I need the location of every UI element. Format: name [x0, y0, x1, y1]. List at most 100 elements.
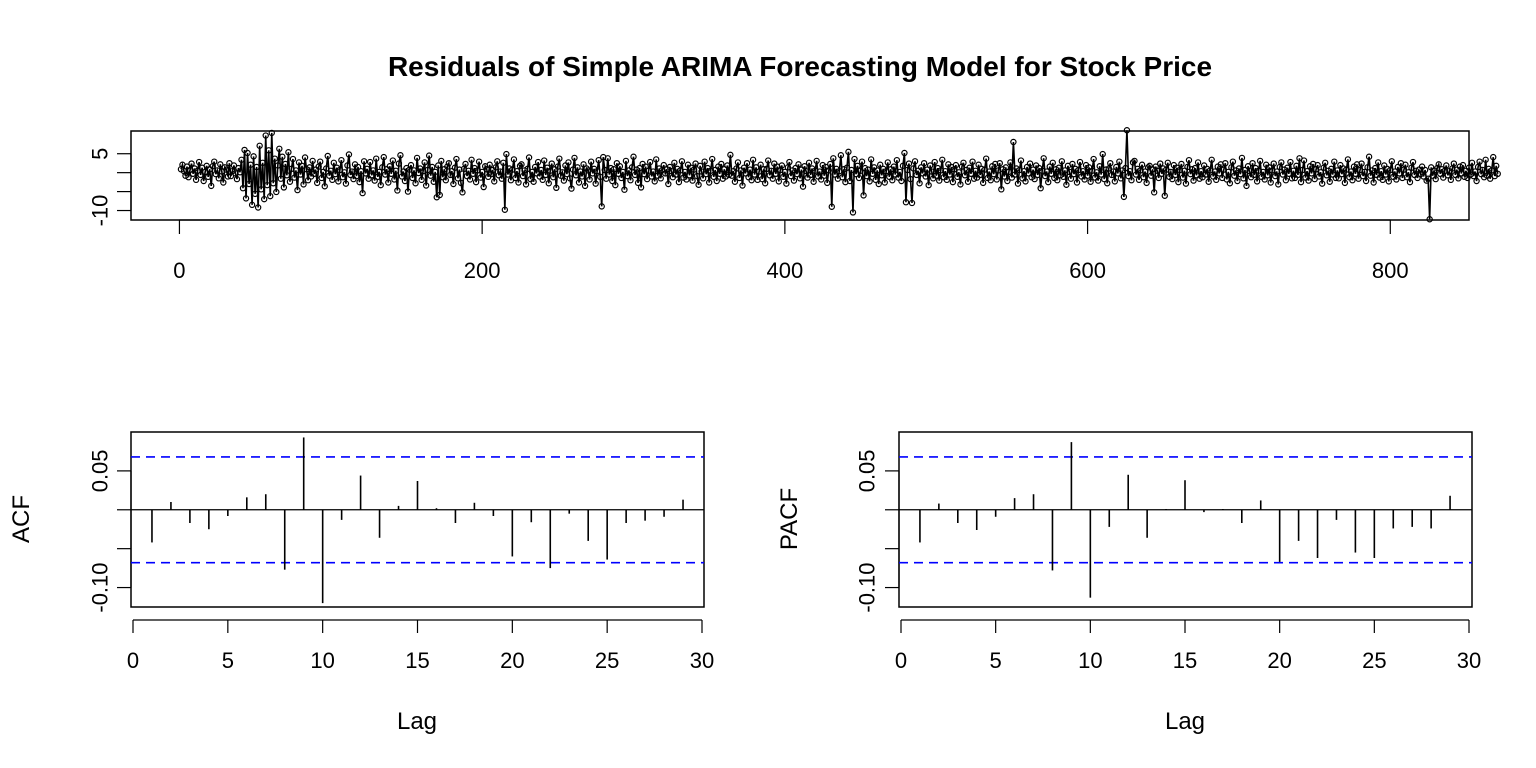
residual-point [1202, 171, 1209, 178]
residual-point [1090, 155, 1097, 163]
residual-point [1185, 156, 1193, 164]
residual-point [1101, 175, 1108, 183]
residual-point [354, 163, 362, 171]
residuals-x-tick-label: 600 [1069, 258, 1106, 283]
residual-point [260, 195, 268, 203]
residual-point [748, 177, 755, 184]
residual-point [931, 158, 938, 166]
residual-point [1282, 177, 1290, 184]
residual-point [1079, 167, 1087, 175]
residual-point [462, 160, 469, 168]
residual-point [578, 173, 586, 180]
residual-point [976, 171, 984, 179]
residual-point [385, 179, 392, 186]
residual-point [566, 175, 574, 182]
residual-point [280, 184, 288, 191]
residual-point [418, 176, 425, 184]
residual-point [548, 160, 555, 167]
residual-point [739, 182, 746, 189]
residual-point [233, 175, 241, 183]
residual-point [1226, 180, 1234, 187]
residual-point [397, 152, 404, 159]
residual-point [1344, 156, 1352, 163]
residual-point [486, 161, 493, 168]
residual-point [642, 163, 649, 170]
residual-point [236, 169, 244, 176]
residual-point [244, 149, 251, 157]
residual-point [817, 176, 825, 183]
residual-point [858, 158, 866, 165]
pacf-x-tick-label: 0 [895, 648, 907, 673]
residual-point [454, 175, 462, 182]
residual-point [208, 182, 215, 190]
residual-point [1494, 170, 1501, 177]
residual-point [637, 184, 645, 191]
residual-point [1141, 168, 1149, 175]
residual-point [1129, 159, 1137, 166]
residual-point [501, 206, 509, 213]
residual-point [646, 158, 654, 166]
residual-point [265, 147, 272, 154]
residual-point [866, 178, 873, 185]
residual-point [289, 155, 297, 163]
residual-point [1479, 166, 1486, 174]
residual-point [996, 159, 1003, 167]
residual-point [1122, 164, 1129, 172]
residual-point [1362, 177, 1370, 185]
residual-point [902, 198, 910, 206]
residual-point [1234, 177, 1241, 185]
residual-point [472, 178, 480, 186]
residual-point [1081, 176, 1088, 183]
residual-point [821, 172, 828, 179]
residual-point [905, 160, 913, 167]
residual-point [1297, 178, 1305, 186]
residual-point [1335, 175, 1343, 182]
residual-point [869, 170, 876, 177]
residual-point [701, 158, 708, 165]
residual-point [504, 171, 512, 178]
residual-point [1331, 158, 1338, 165]
residual-point [852, 170, 860, 178]
residual-point [810, 178, 817, 185]
residual-point [1468, 159, 1476, 167]
residual-point [1011, 171, 1019, 178]
residual-point [565, 159, 572, 166]
residual-point [1318, 180, 1326, 187]
pacf-y-tick-label: 0.05 [855, 449, 880, 492]
residual-point [492, 164, 499, 171]
residual-point [749, 156, 757, 163]
residual-point [660, 161, 667, 169]
residual-point [681, 168, 689, 176]
residual-point [422, 182, 430, 189]
residual-point [849, 209, 857, 216]
residual-point [904, 166, 911, 174]
residual-point [665, 180, 672, 188]
residual-point [1240, 175, 1247, 182]
residual-point [1134, 165, 1141, 173]
residual-point [1285, 170, 1293, 177]
residual-point [783, 180, 790, 187]
residual-point [1208, 156, 1215, 163]
residual-point [1179, 174, 1187, 181]
residual-point [1116, 158, 1123, 165]
residual-point [1349, 177, 1356, 184]
residual-point [705, 179, 713, 186]
residual-point [1370, 179, 1377, 186]
residual-point [881, 179, 888, 186]
residual-point [702, 170, 710, 178]
residual-point [475, 158, 483, 165]
residual-point [1104, 180, 1111, 187]
residual-point [795, 161, 802, 168]
residual-point [778, 162, 786, 169]
residual-point [893, 156, 901, 164]
acf-plot-frame [130, 431, 705, 608]
residual-point [1406, 178, 1414, 186]
residual-point [925, 181, 932, 189]
residual-point [1216, 170, 1223, 177]
residual-point [445, 159, 453, 167]
residual-point [301, 154, 309, 161]
residual-point [1237, 170, 1244, 178]
residual-point [846, 177, 854, 185]
residual-point [584, 167, 592, 174]
